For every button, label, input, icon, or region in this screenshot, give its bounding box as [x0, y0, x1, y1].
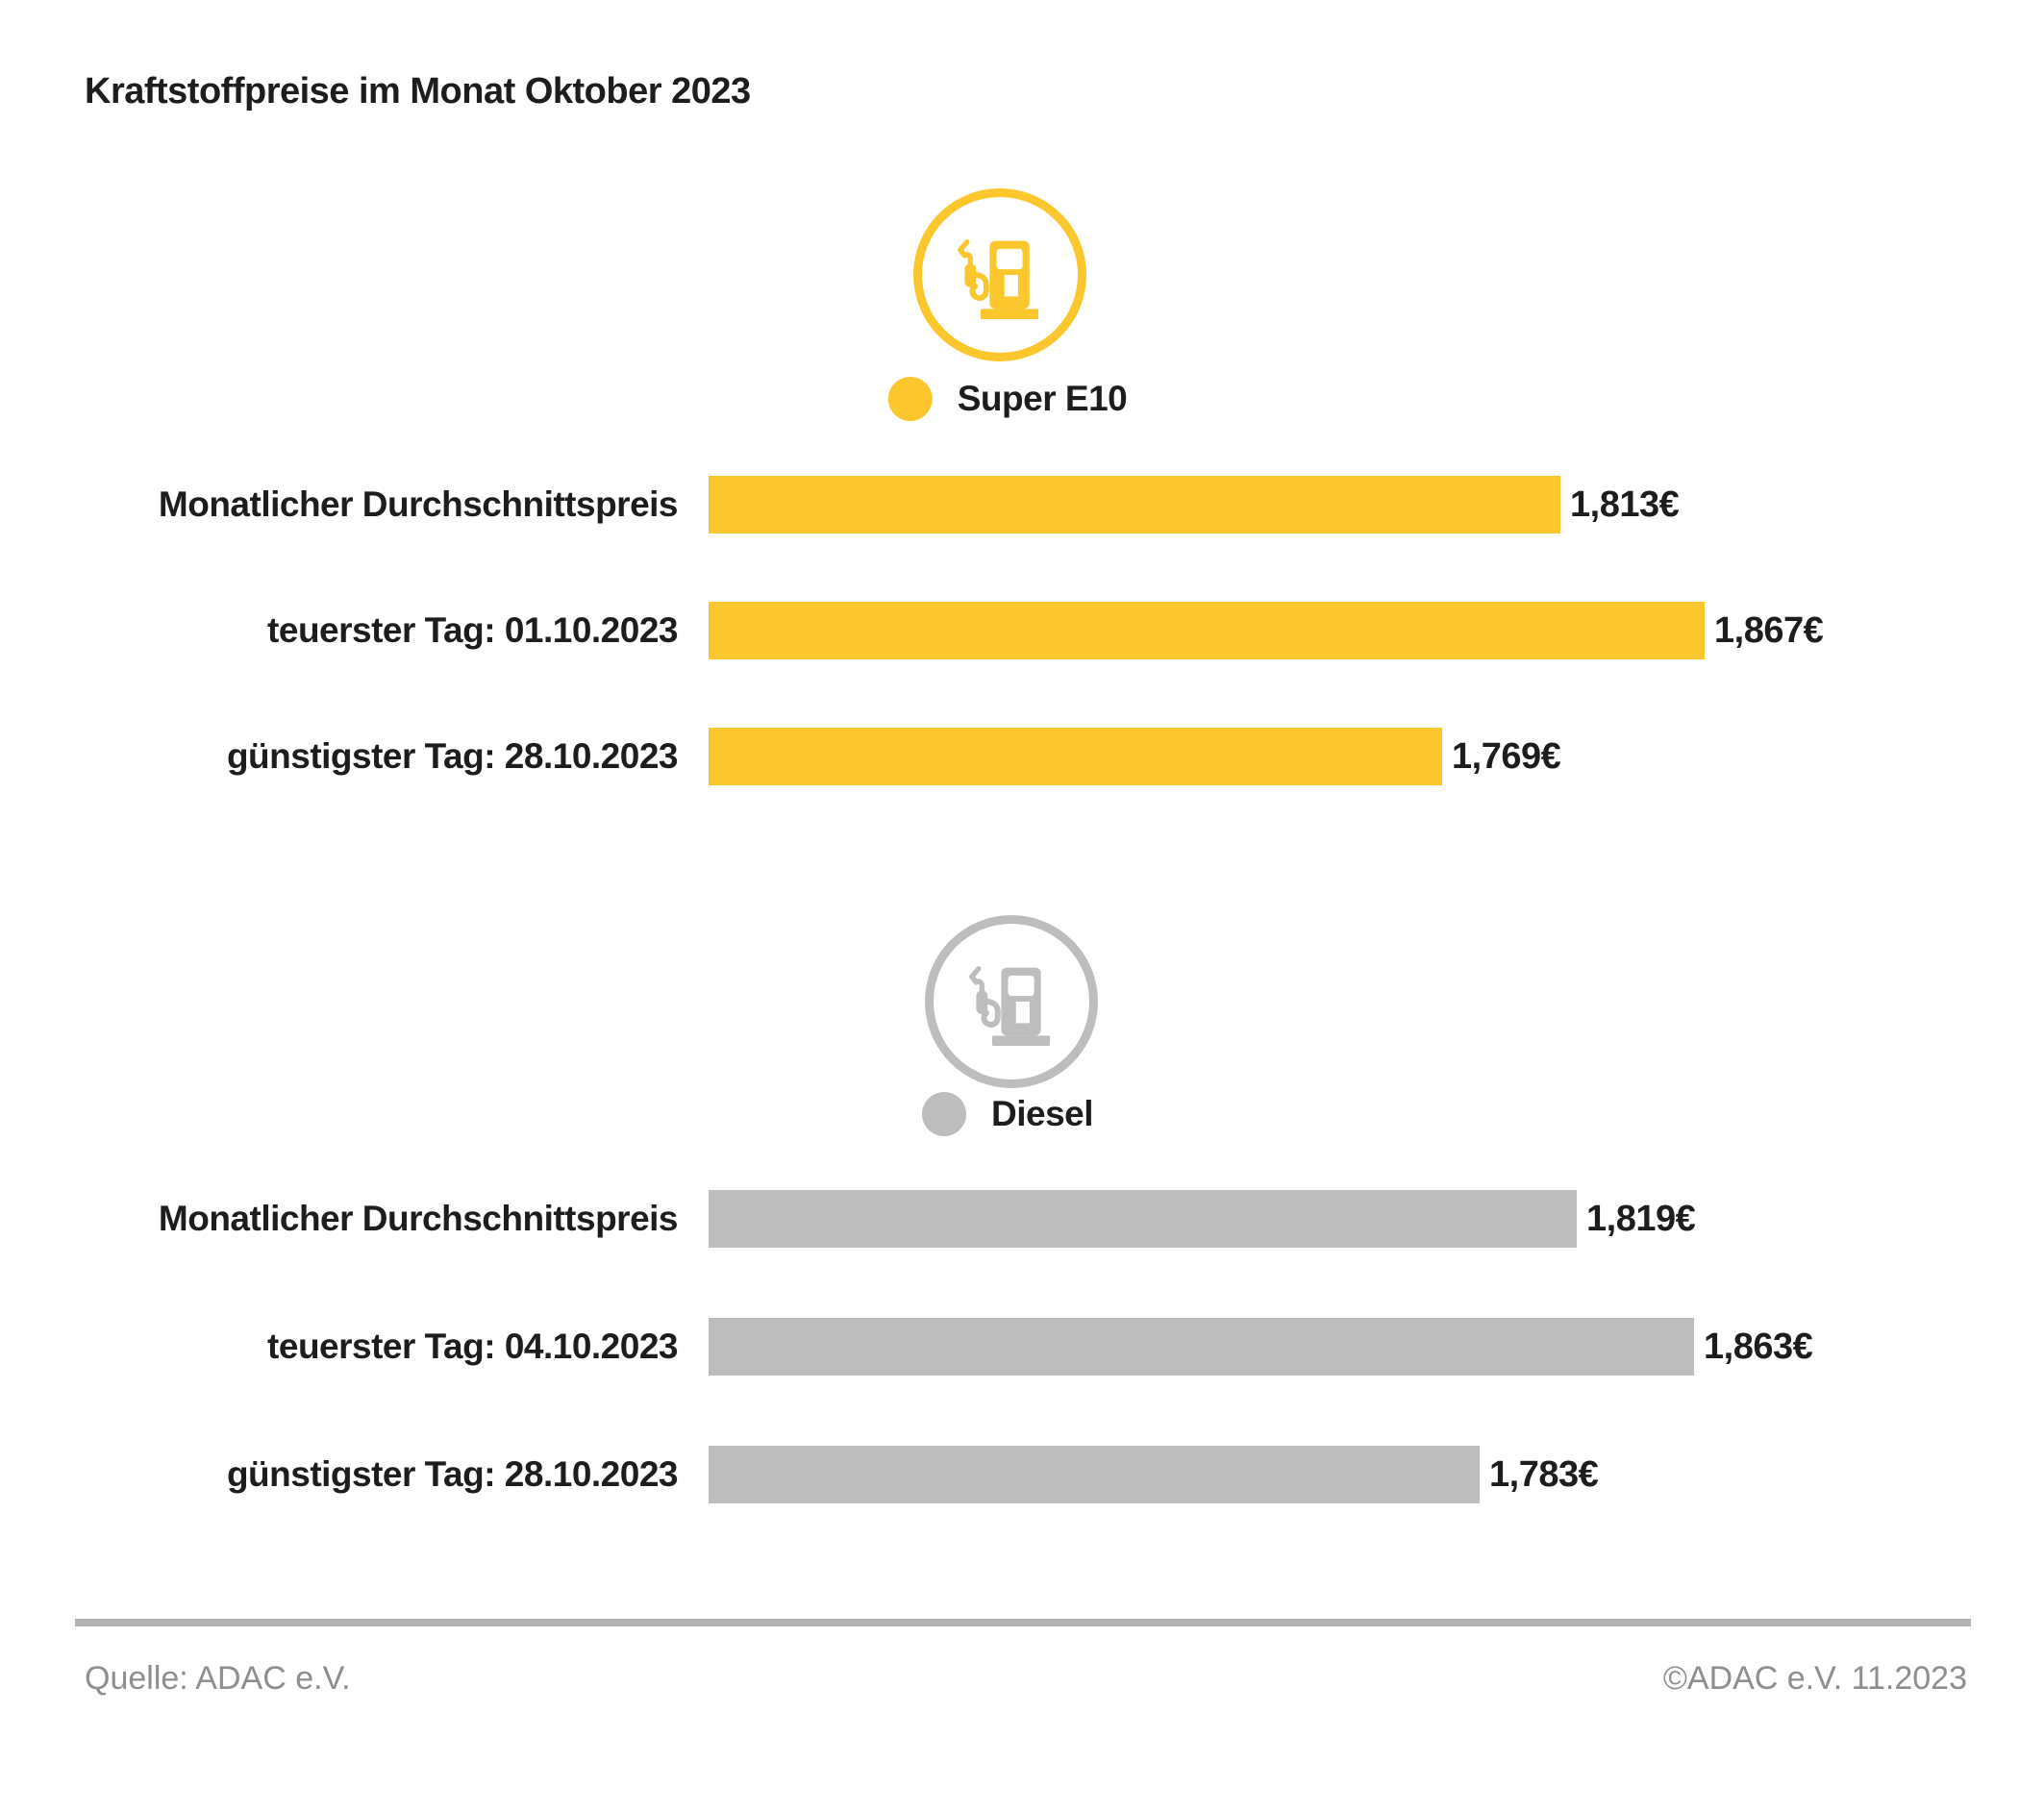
legend-diesel: Diesel [921, 1092, 1094, 1136]
bar-row: teuerster Tag: 01.10.2023 1,867€ [0, 602, 2044, 659]
price-bar [709, 1446, 1480, 1503]
bar-row: Monatlicher Durchschnittspreis 1,819€ [0, 1190, 2044, 1248]
bar-row-label: teuerster Tag: 04.10.2023 [267, 1327, 678, 1366]
bar-row-value: 1,819€ [1586, 1198, 1696, 1239]
page-title: Kraftstoffpreise im Monat Oktober 2023 [85, 71, 751, 112]
price-bar [709, 1318, 1694, 1376]
fuel-pump-icon [955, 945, 1068, 1058]
bar-row: günstigster Tag: 28.10.2023 1,769€ [0, 728, 2044, 785]
legend-super-e10: Super E10 [887, 377, 1128, 421]
bar-row: teuerster Tag: 04.10.2023 1,863€ [0, 1318, 2044, 1376]
legend-label: Diesel [990, 1094, 1094, 1133]
bar-row-value: 1,863€ [1704, 1326, 1813, 1367]
fuel-pump-icon [943, 218, 1057, 332]
bar-row-label: günstigster Tag: 28.10.2023 [226, 736, 679, 776]
bar-row-value: 1,867€ [1714, 609, 1824, 651]
fuel-pump-badge [925, 915, 1098, 1088]
legend-dot [887, 377, 933, 421]
bar-row-value: 1,813€ [1570, 484, 1680, 525]
price-bar [709, 602, 1705, 659]
bar-row: Monatlicher Durchschnittspreis 1,813€ [0, 476, 2044, 533]
price-bar [709, 1190, 1577, 1248]
legend-dot [921, 1092, 966, 1136]
fuel-pump-badge [913, 188, 1086, 361]
bar-row-value: 1,783€ [1489, 1453, 1599, 1495]
bar-row-label: günstigster Tag: 28.10.2023 [226, 1454, 679, 1494]
copyright-text: ©ADAC e.V. 11.2023 [1662, 1660, 1967, 1697]
price-bar [709, 728, 1442, 785]
footer-divider [75, 1619, 1971, 1626]
legend-label: Super E10 [957, 379, 1128, 418]
price-bar [709, 476, 1560, 533]
bar-row-value: 1,769€ [1452, 735, 1561, 777]
bar-row-label: teuerster Tag: 01.10.2023 [267, 610, 678, 650]
source-text: Quelle: ADAC e.V. [85, 1660, 351, 1697]
bar-row-label: Monatlicher Durchschnittspreis [158, 1199, 679, 1238]
bar-row-label: Monatlicher Durchschnittspreis [158, 484, 679, 524]
bar-row: günstigster Tag: 28.10.2023 1,783€ [0, 1446, 2044, 1503]
